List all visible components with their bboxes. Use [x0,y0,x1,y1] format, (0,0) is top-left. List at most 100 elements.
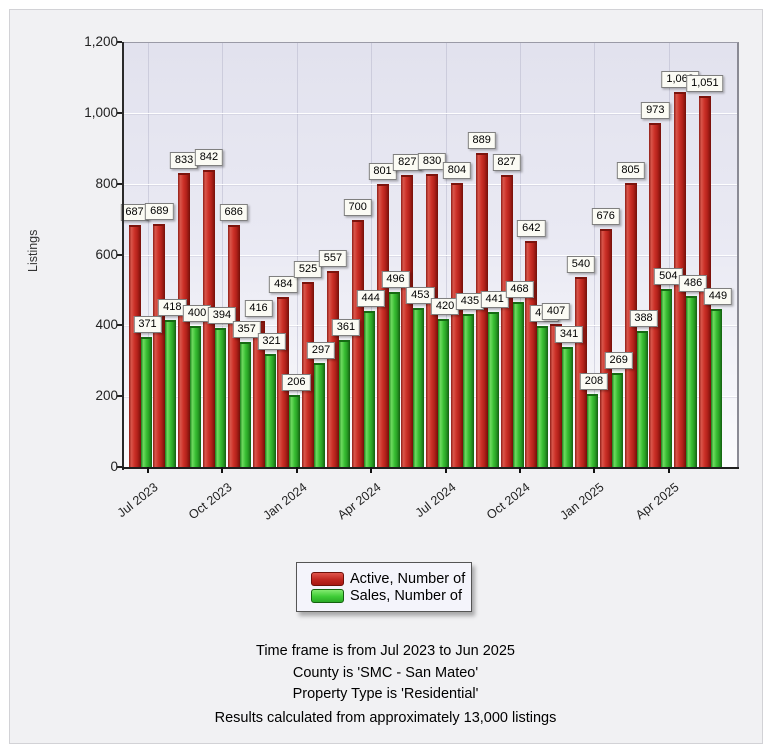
value-label-sales-feb-2024: 297 [306,342,336,359]
bar-sales-oct-2023 [214,328,226,468]
bar-sales-jun-2025 [710,309,722,468]
value-label-sales-aug-2024: 435 [455,293,485,310]
value-label-sales-may-2025: 486 [678,275,708,292]
y-tick-mark [117,182,122,185]
value-label-sales-jun-2024: 453 [406,287,435,304]
bar-sales-nov-2023 [239,342,251,468]
x-tick-mark [519,467,521,473]
value-label-sales-dec-2023: 321 [257,333,286,350]
bar-active-aug-2024 [450,183,463,468]
x-tick-label-Jan 2024: Jan 2024 [260,480,310,523]
bar-active-jun-2024 [401,175,414,468]
value-label-sales-jun-2025: 449 [703,288,733,305]
legend-item-sales: Sales, Number of [311,587,471,604]
bar-active-jul-2024 [426,174,439,468]
value-label-sales-mar-2024: 361 [331,319,361,336]
x-tick-mark [295,467,298,473]
y-tick-mark [117,324,122,327]
x-tick-label-Jan 2025: Jan 2025 [557,480,608,523]
value-label-active-jan-2024: 484 [269,276,298,293]
bar-sales-nov-2024 [537,326,549,468]
report-footer: Time frame is from Jul 2023 to Jun 2025 … [0,641,771,729]
y-tick-label-200: 200 [95,388,118,404]
gridline-x-Jul 2023 [148,43,149,468]
footer-results-note: Results calculated from approximately 13… [214,709,557,726]
value-label-active-jul-2023: 687 [120,204,149,221]
legend-item-active: Active, Number of [311,570,471,587]
value-label-sales-jan-2024: 206 [282,374,311,391]
x-tick-label-Jul 2024: Jul 2024 [412,480,459,521]
bar-sales-mar-2025 [636,331,648,468]
value-label-active-sep-2024: 889 [467,132,496,149]
bar-sales-jan-2024 [289,395,301,468]
y-tick-label-600: 600 [95,246,118,262]
gridline-x-Apr 2025 [668,43,670,468]
value-label-sales-apr-2025: 504 [654,268,683,285]
bar-active-jan-2025 [574,277,587,468]
bar-sales-may-2024 [388,292,400,468]
x-tick-label-Apr 2025: Apr 2025 [632,480,682,523]
bar-sales-apr-2024 [363,311,375,468]
y-axis-line [122,42,124,470]
value-label-active-jun-2025: 1,051 [686,75,724,92]
bar-active-feb-2025 [599,229,612,468]
value-label-active-oct-2023: 842 [194,149,224,166]
value-label-active-feb-2024: 525 [293,261,323,278]
bar-active-nov-2024 [525,241,538,468]
gridline-x-Oct 2023 [222,43,224,468]
value-label-active-oct-2024: 827 [492,154,521,171]
value-label-active-nov-2024: 642 [517,220,546,237]
bar-active-may-2024 [376,184,389,468]
active-series-swatch-icon [311,571,344,586]
legend: Active, Number of Sales, Number of [296,562,472,612]
bar-active-oct-2024 [500,175,513,468]
value-label-sales-oct-2023: 394 [207,307,237,324]
value-label-active-aug-2023: 689 [145,203,174,220]
value-label-active-nov-2023: 686 [219,204,248,221]
value-label-active-dec-2023: 416 [244,300,273,317]
bar-sales-mar-2024 [338,340,350,468]
y-tick-label-1200: 1,200 [84,34,118,49]
gridline-x-Apr 2024 [371,43,373,468]
value-label-sales-may-2024: 496 [381,271,410,288]
bar-active-mar-2024 [326,271,339,468]
value-label-sales-mar-2025: 388 [629,310,658,327]
y-tick-label-1000: 1,000 [84,104,118,120]
x-tick-label-Jul 2023: Jul 2023 [114,480,161,521]
gridline-x-Oct 2024 [520,43,521,468]
bar-sales-jul-2023 [140,337,152,468]
value-label-active-aug-2024: 804 [442,162,472,179]
value-label-active-mar-2024: 557 [318,250,348,267]
x-tick-mark [444,467,447,473]
bar-active-aug-2023 [153,224,166,468]
bar-sales-aug-2023 [165,320,177,468]
bar-sales-jul-2024 [438,319,450,468]
value-label-active-apr-2024: 700 [343,199,372,216]
footer-property-type: Property Type is 'Residential' [292,686,479,702]
bar-sales-feb-2024 [314,363,326,468]
bar-sales-may-2025 [686,296,698,468]
bar-sales-jun-2024 [413,308,425,468]
bar-sales-aug-2024 [462,314,474,468]
value-label-sales-nov-2023: 357 [232,321,261,338]
x-tick-label-Oct 2024: Oct 2024 [484,480,533,523]
bar-sales-oct-2024 [512,302,524,468]
bar-active-dec-2024 [550,324,563,468]
legend-label-sales: Sales, Number of [350,587,463,604]
value-label-active-mar-2025: 805 [616,162,645,179]
bar-active-apr-2025 [649,123,662,468]
x-tick-mark [593,467,596,473]
bar-sales-dec-2023 [264,354,276,468]
x-tick-mark [221,467,224,473]
bar-sales-jan-2025 [586,394,598,468]
y-tick-mark [117,253,122,256]
x-tick-mark [370,467,373,473]
value-label-active-jul-2024: 830 [417,153,447,170]
value-label-active-apr-2025: 973 [641,102,670,119]
value-label-active-may-2024: 801 [368,163,397,180]
x-tick-mark [667,467,670,473]
bar-sales-sep-2024 [487,312,499,468]
value-label-sales-jul-2023: 371 [133,316,162,333]
value-label-active-feb-2025: 676 [591,208,620,225]
